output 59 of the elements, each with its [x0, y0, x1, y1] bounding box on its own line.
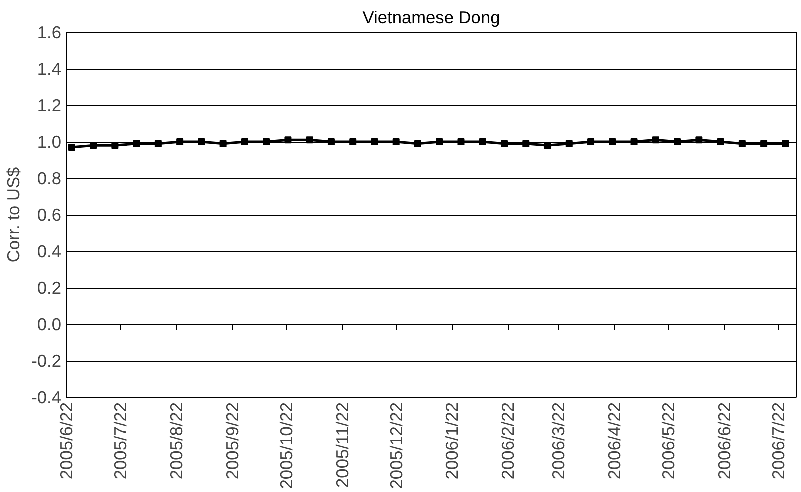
- y-tick-label: 0.4: [37, 242, 62, 262]
- point: [566, 140, 573, 148]
- point: [220, 140, 227, 148]
- point: [760, 140, 768, 148]
- point: [479, 138, 486, 146]
- y-tick-label: 1.0: [37, 132, 62, 152]
- point: [306, 136, 314, 144]
- point: [133, 140, 140, 148]
- point: [738, 140, 746, 148]
- point: [154, 140, 162, 148]
- x-tick-label: 2005/12/22: [386, 402, 406, 490]
- x-tick-label: 2006/1/22: [442, 402, 462, 480]
- y-axis-title: Corr. to US$: [4, 166, 24, 263]
- point: [112, 142, 119, 150]
- point: [588, 138, 595, 146]
- point: [522, 140, 530, 148]
- point: [90, 142, 98, 150]
- y-tick-label: 0.2: [37, 278, 62, 298]
- y-tick-label: -0.2: [32, 351, 62, 371]
- point: [68, 144, 76, 151]
- y-tick-label: 0.8: [37, 168, 62, 188]
- x-tick-label: 2006/5/22: [658, 402, 679, 480]
- x-tick-label: 2006/4/22: [604, 402, 624, 480]
- point: [501, 140, 508, 148]
- point: [630, 138, 638, 146]
- point: [674, 138, 682, 146]
- x-tick-label: 2005/7/22: [110, 402, 131, 480]
- x-tick-label: 2005/10/22: [276, 402, 296, 490]
- chart-title: Vietnamese Dong: [362, 8, 500, 28]
- point: [241, 138, 248, 146]
- y-tick-label: 1.2: [37, 96, 62, 116]
- point: [609, 138, 616, 146]
- x-tick-label: 2006/6/22: [714, 402, 734, 480]
- point: [782, 140, 790, 148]
- point: [328, 138, 335, 146]
- point: [696, 136, 703, 144]
- point: [458, 138, 465, 146]
- point: [717, 138, 724, 146]
- y-tick-label: 0.6: [37, 205, 62, 225]
- x-tick-label: 2006/3/22: [548, 402, 569, 480]
- point: [544, 142, 552, 150]
- x-tick-label: 2006/2/22: [498, 402, 518, 480]
- point: [284, 136, 292, 144]
- point: [350, 138, 357, 146]
- point: [436, 138, 444, 146]
- point: [414, 140, 422, 148]
- point: [263, 138, 270, 146]
- y-tick-label: 1.4: [37, 59, 62, 79]
- x-tick-label: 2005/11/22: [332, 402, 352, 488]
- x-tick-label: 2005/9/22: [222, 402, 242, 480]
- point: [176, 138, 184, 146]
- point: [392, 138, 400, 146]
- x-tick-label: 2005/8/22: [166, 402, 186, 480]
- x-tick-label: 2006/7/22: [768, 402, 788, 480]
- point: [198, 138, 206, 146]
- y-tick-label: 1.6: [37, 22, 62, 42]
- y-tick-label: 0.0: [37, 314, 62, 334]
- point: [371, 138, 378, 146]
- point: [652, 136, 660, 144]
